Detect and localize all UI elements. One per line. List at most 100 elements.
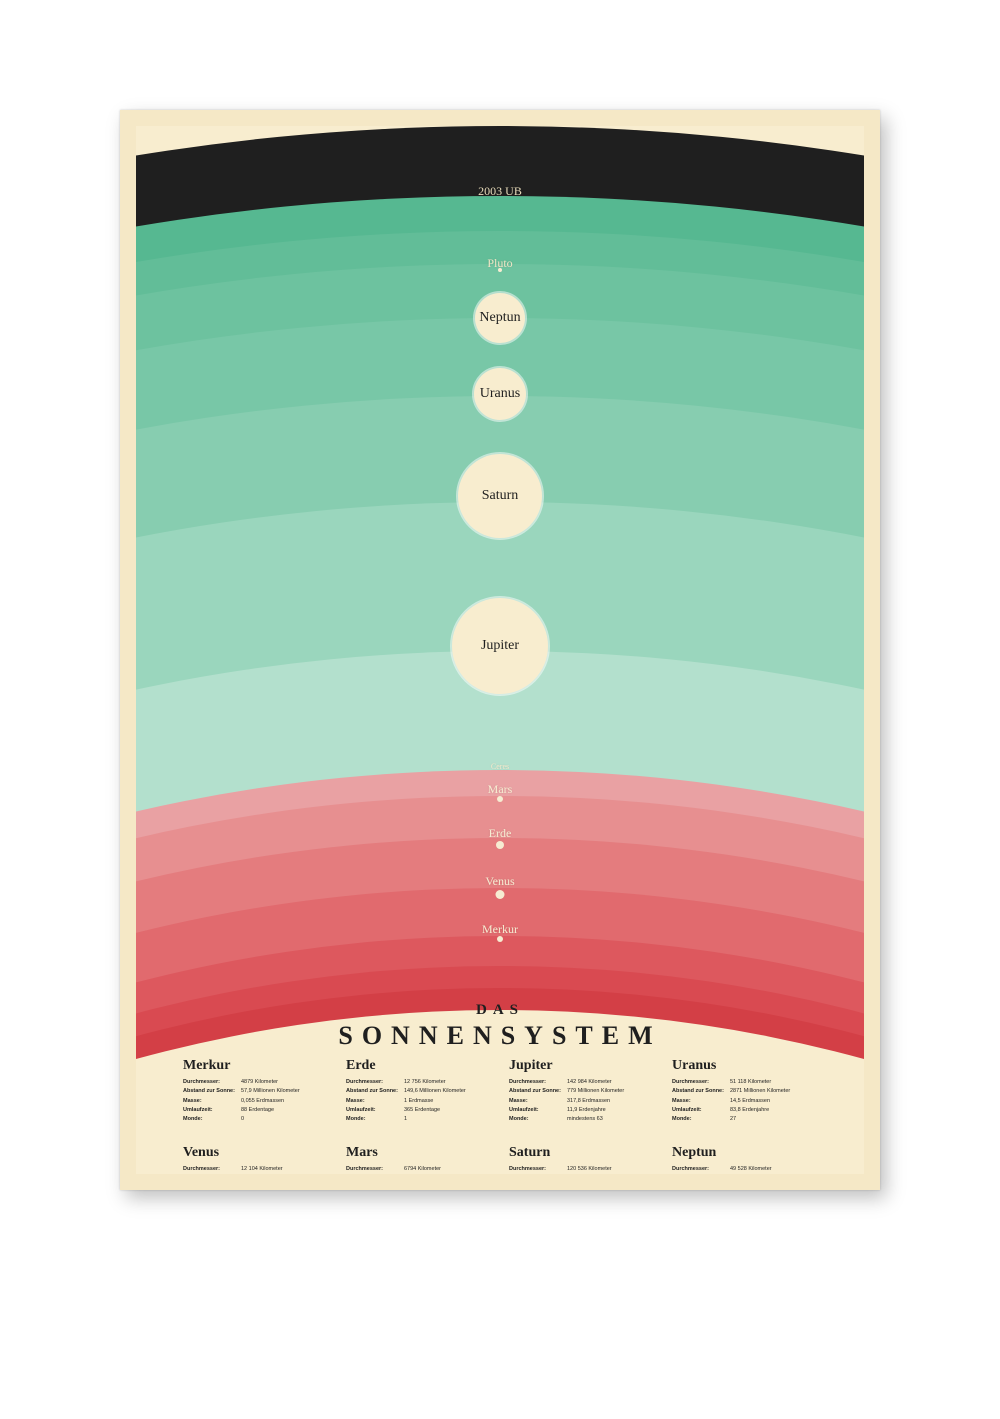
info-val: 365 Erdentage [404,1106,491,1115]
body-label-ceres: Ceres [491,762,509,771]
info-key: Masse: [183,1097,241,1106]
info-row-durchmesser: Durchmesser:6794 Kilometer [346,1165,491,1174]
info-title: Venus [183,1145,328,1161]
info-key: Umlaufzeit: [183,1106,241,1115]
info-cell-neptun: Neptun Durchmesser:49 528 KilometerAbstan… [672,1145,817,1190]
info-val: 83,8 Erdenjahre [730,1106,817,1115]
planet-label: Saturn [482,488,519,504]
info-val: 17,1 Erdmassen [730,1183,817,1190]
info-row-durchmesser: Durchmesser:120 536 Kilometer [509,1165,654,1174]
info-cell-mars: Mars Durchmesser:6794 KilometerAbstand zu… [346,1145,491,1190]
info-key: Umlaufzeit: [346,1106,404,1115]
info-cell-venus: VenusDurchmesser:12 104 KilometerAbstand… [183,1145,328,1190]
info-row-abstand: Abstand zur Sonne:4495 Millionen Kilomet… [672,1174,817,1183]
info-row-monde: Monde:0 [183,1115,328,1124]
info-key: Durchmesser: [183,1078,241,1087]
info-val: 1433 Millionen Kilometer [567,1174,654,1183]
info-key: Abstand zur Sonne: [183,1087,241,1096]
info-val: 779 Millionen Kilometer [567,1087,654,1096]
info-val: 49 528 Kilometer [730,1165,817,1174]
info-val: 317,8 Erdmassen [567,1097,654,1106]
info-val: 6794 Kilometer [404,1165,491,1174]
info-key: Durchmesser: [509,1078,567,1087]
info-title: Jupiter [509,1058,654,1074]
info-row-durchmesser: Durchmesser:12 104 Kilometer [183,1165,328,1174]
info-row-durchmesser: Durchmesser:142 984 Kilometer [509,1078,654,1087]
info-val: 108,2 Millionen Kilometer [241,1174,328,1183]
info-row-umlaufzeit: Umlaufzeit:365 Erdentage [346,1106,491,1115]
info-key: Abstand zur Sonne: [346,1087,404,1096]
info-row-masse: Masse:17,1 Erdmassen [672,1183,817,1190]
body-label-venus: Venus [485,874,514,889]
info-row-masse: Masse:95,2 Erdmassen [509,1183,654,1190]
info-cell-saturn: SaturnDurchmesser:120 536 KilometerAbsta… [509,1145,654,1190]
info-row-durchmesser: Durchmesser:4879 Kilometer [183,1078,328,1087]
info-val: mindestens 63 [567,1115,654,1124]
info-row-umlaufzeit: Umlaufzeit:11,9 Erdenjahre [509,1106,654,1115]
body-dot-mars [497,796,503,802]
body-dot-pluto [498,268,502,272]
info-title: Erde [346,1058,491,1074]
info-key: Monde: [346,1115,404,1124]
info-key: Durchmesser: [509,1165,567,1174]
info-key: Durchmesser: [346,1165,404,1174]
planet-uranus: Uranus [474,368,526,420]
info-title: Merkur [183,1058,328,1074]
info-row-umlaufzeit: Umlaufzeit:88 Erdentage [183,1106,328,1115]
body-dot-venus [496,890,505,899]
info-val: 1 Erdmasse [404,1097,491,1106]
info-val: 4495 Millionen Kilometer [730,1174,817,1183]
info-row-abstand: Abstand zur Sonne:779 Millionen Kilomete… [509,1087,654,1096]
info-val: 95,2 Erdmassen [567,1183,654,1190]
info-val: 2871 Millionen Kilometer [730,1087,817,1096]
info-val: 0,107 Erdmassen [404,1183,491,1190]
page: NeptunUranusSaturnJupiter 2003 UBPlutoCe… [0,0,1000,1419]
info-row-masse: Masse:0,055 Erdmassen [183,1097,328,1106]
info-val: 27 [730,1115,817,1124]
info-key: Abstand zur Sonne: [509,1087,567,1096]
info-row-abstand: Abstand zur Sonne:149,6 Millionen Kilome… [346,1087,491,1096]
info-row-abstand: Abstand zur Sonne:57,9 Millionen Kilomet… [183,1087,328,1096]
info-val: 57,9 Millionen Kilometer [241,1087,328,1096]
title-pre: DAS [338,1002,661,1019]
title-main: SONNENSYSTEM [338,1021,661,1051]
info-key: Monde: [509,1115,567,1124]
info-row-masse: Masse:0,815 Erdmassen [183,1183,328,1190]
info-val: 14,5 Erdmassen [730,1097,817,1106]
info-cell-merkur: Merkur Durchmesser:4879 KilometerAbstand … [183,1058,328,1125]
info-val: 142 984 Kilometer [567,1078,654,1087]
info-key: Masse: [509,1183,567,1190]
info-row-monde: Monde:1 [346,1115,491,1124]
info-title: Neptun [672,1145,817,1161]
info-val: 0 [241,1115,328,1124]
info-title: Uranus [672,1058,817,1074]
info-key: Monde: [672,1115,730,1124]
info-row-durchmesser: Durchmesser:49 528 Kilometer [672,1165,817,1174]
info-val: 12 756 Kilometer [404,1078,491,1087]
planet-label: Uranus [480,386,520,402]
poster-frame: NeptunUranusSaturnJupiter 2003 UBPlutoCe… [120,110,880,1190]
body-label-2003-ub: 2003 UB [478,184,522,199]
info-key: Masse: [183,1183,241,1190]
planet-saturn: Saturn [458,454,542,538]
info-key: Durchmesser: [672,1078,730,1087]
info-row-monde: Monde:27 [672,1115,817,1124]
info-val: 12 104 Kilometer [241,1165,328,1174]
info-val: 4879 Kilometer [241,1078,328,1087]
planet-neptun: Neptun [475,293,525,343]
body-dot-erde [496,841,504,849]
info-val: 0,815 Erdmassen [241,1183,328,1190]
body-dot-merkur [497,936,503,942]
info-val: 88 Erdentage [241,1106,328,1115]
info-row-durchmesser: Durchmesser:12 756 Kilometer [346,1078,491,1087]
info-grid: MerkurDurchmesser:4879 KilometerAbstand … [183,1058,817,1190]
info-key: Monde: [183,1115,241,1124]
info-key: Abstand zur Sonne: [346,1174,404,1183]
info-key: Umlaufzeit: [672,1106,730,1115]
info-title: Mars [346,1145,491,1161]
info-key: Abstand zur Sonne: [672,1174,730,1183]
info-val: 120 536 Kilometer [567,1165,654,1174]
info-val: 11,9 Erdenjahre [567,1106,654,1115]
info-val: 0,055 Erdmassen [241,1097,328,1106]
info-row-abstand: Abstand zur Sonne:1433 Millionen Kilomet… [509,1174,654,1183]
